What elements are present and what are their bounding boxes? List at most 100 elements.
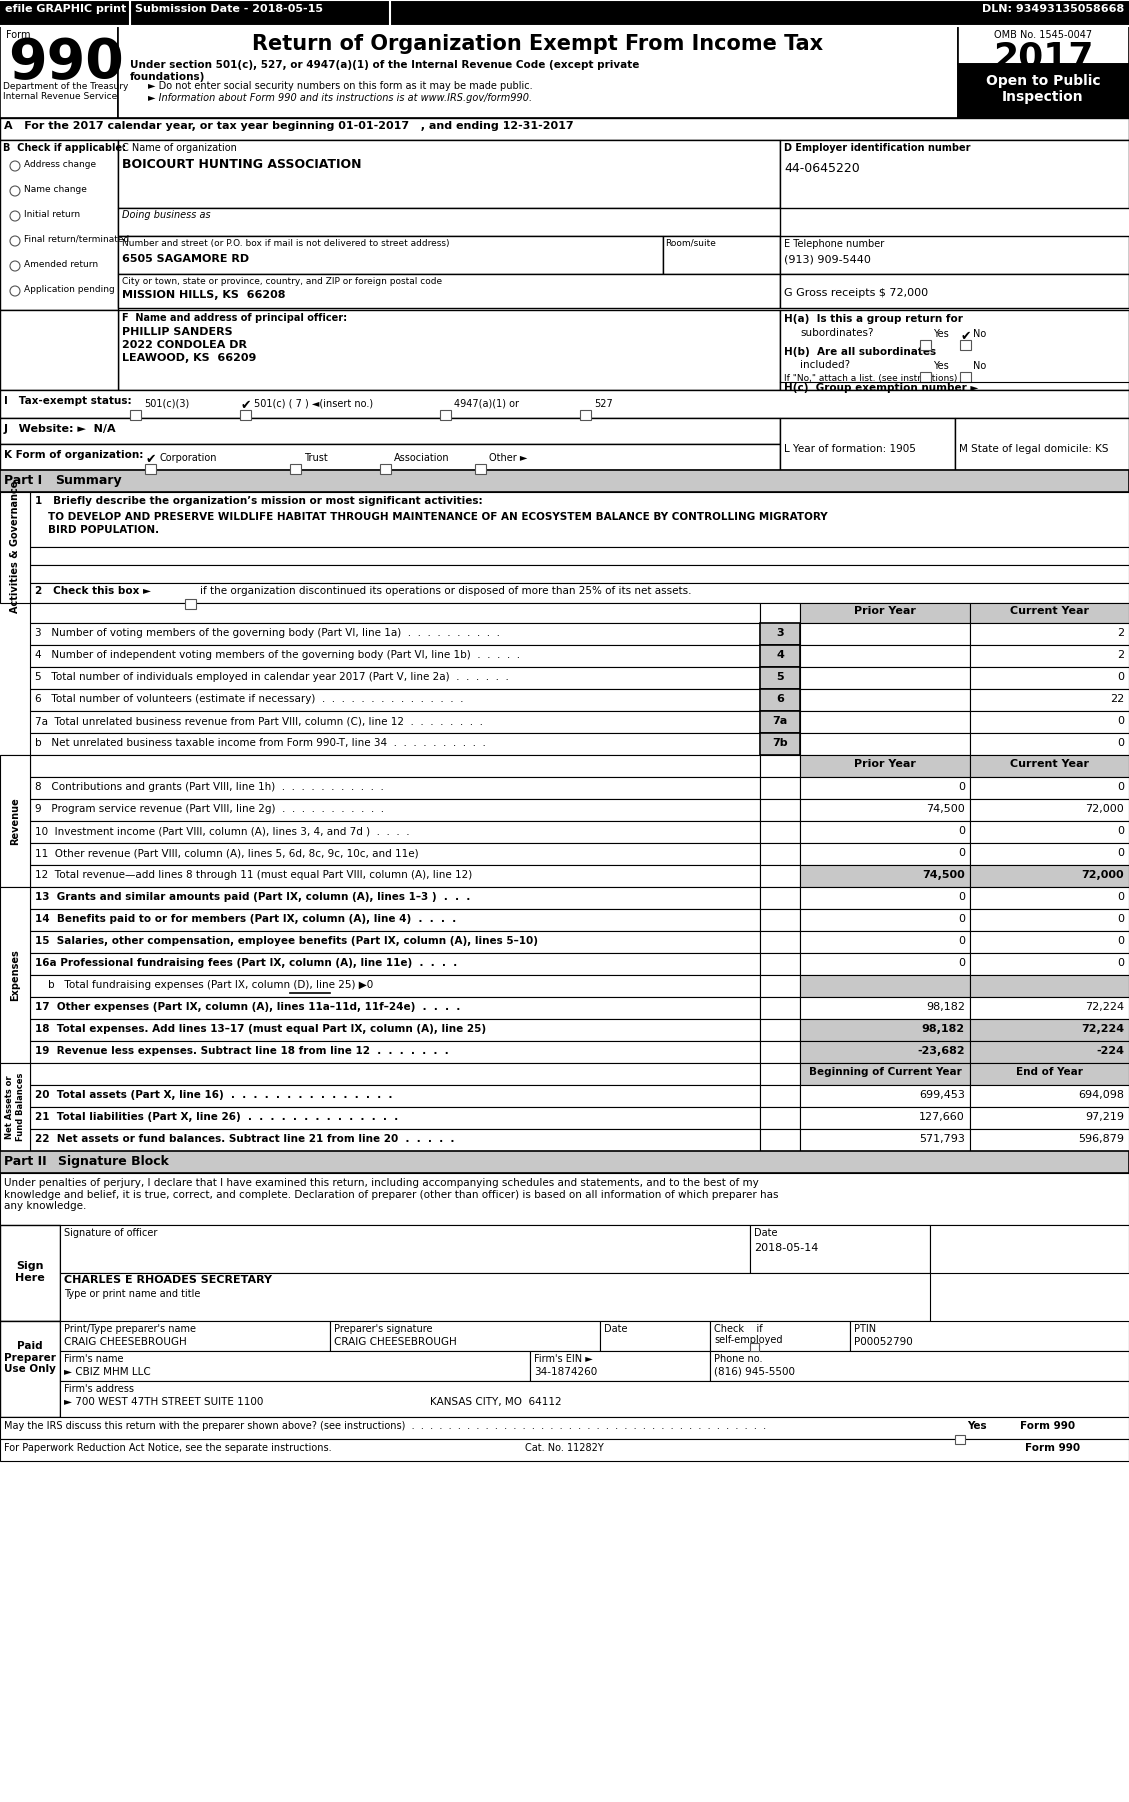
Bar bbox=[185, 598, 196, 609]
Bar bbox=[970, 777, 1129, 798]
Bar bbox=[760, 1042, 800, 1063]
Text: 17  Other expenses (Part IX, column (A), lines 11a–11d, 11f–24e)  .  .  .  .: 17 Other expenses (Part IX, column (A), … bbox=[35, 1002, 461, 1013]
Text: Trust: Trust bbox=[304, 452, 327, 463]
Text: ✔: ✔ bbox=[146, 452, 157, 467]
Bar bbox=[800, 1085, 970, 1106]
Bar bbox=[970, 623, 1129, 645]
Text: D Employer identification number: D Employer identification number bbox=[784, 142, 971, 153]
Bar bbox=[800, 975, 970, 997]
Bar bbox=[760, 667, 800, 688]
Text: Form 990: Form 990 bbox=[1025, 1443, 1080, 1452]
Bar bbox=[30, 997, 760, 1018]
Bar bbox=[800, 822, 970, 843]
Text: ► Do not enter social security numbers on this form as it may be made public.: ► Do not enter social security numbers o… bbox=[148, 81, 533, 90]
Text: Type or print name and title: Type or print name and title bbox=[64, 1288, 200, 1299]
Bar bbox=[30, 566, 1129, 584]
Bar bbox=[530, 1352, 710, 1380]
Bar bbox=[30, 667, 760, 688]
Bar bbox=[850, 1321, 1129, 1352]
Text: BIRD POPULATION.: BIRD POPULATION. bbox=[49, 524, 159, 535]
Text: -224: -224 bbox=[1096, 1045, 1124, 1056]
Bar bbox=[800, 777, 970, 798]
Text: included?: included? bbox=[800, 360, 850, 369]
Bar bbox=[0, 1151, 1129, 1173]
Text: Paid
Preparer
Use Only: Paid Preparer Use Only bbox=[5, 1341, 56, 1375]
Text: F  Name and address of principal officer:: F Name and address of principal officer: bbox=[122, 314, 347, 323]
Bar bbox=[760, 1018, 800, 1042]
Bar bbox=[145, 463, 156, 474]
Text: Prior Year: Prior Year bbox=[854, 759, 916, 769]
Text: 2022 CONDOLEA DR: 2022 CONDOLEA DR bbox=[122, 341, 247, 350]
Text: 596,879: 596,879 bbox=[1078, 1133, 1124, 1144]
Text: 0: 0 bbox=[1117, 715, 1124, 726]
Bar bbox=[970, 1130, 1129, 1151]
Text: Final return/terminated: Final return/terminated bbox=[24, 234, 129, 243]
Text: E Telephone number: E Telephone number bbox=[784, 240, 884, 249]
Bar bbox=[760, 623, 800, 645]
Text: Under section 501(c), 527, or 4947(a)(1) of the Internal Revenue Code (except pr: Under section 501(c), 527, or 4947(a)(1)… bbox=[130, 59, 639, 81]
Circle shape bbox=[10, 160, 20, 171]
Bar bbox=[800, 1042, 970, 1063]
Circle shape bbox=[10, 261, 20, 270]
Text: Firm's name: Firm's name bbox=[64, 1353, 123, 1364]
Text: If "No," attach a list. (see instructions): If "No," attach a list. (see instruction… bbox=[784, 375, 957, 384]
Text: 527: 527 bbox=[594, 398, 613, 409]
Text: Form 990: Form 990 bbox=[1019, 1422, 1075, 1431]
Bar bbox=[60, 1321, 330, 1352]
Text: H(c)  Group exemption number ►: H(c) Group exemption number ► bbox=[784, 384, 979, 393]
Bar bbox=[800, 645, 970, 667]
Text: Department of the Treasury
Internal Revenue Service: Department of the Treasury Internal Reve… bbox=[3, 83, 129, 101]
Text: subordinates?: subordinates? bbox=[800, 328, 874, 339]
Bar bbox=[970, 932, 1129, 953]
Bar bbox=[760, 1085, 800, 1106]
Bar bbox=[920, 341, 931, 350]
Bar bbox=[970, 755, 1129, 777]
Text: 19  Revenue less expenses. Subtract line 18 from line 12  .  .  .  .  .  .  .: 19 Revenue less expenses. Subtract line … bbox=[35, 1045, 448, 1056]
Bar bbox=[970, 712, 1129, 733]
Text: Name change: Name change bbox=[24, 186, 87, 195]
Text: Current Year: Current Year bbox=[1009, 605, 1088, 616]
Bar bbox=[800, 1063, 970, 1085]
Text: B  Check if applicable:: B Check if applicable: bbox=[3, 142, 126, 153]
Text: TO DEVELOP AND PRESERVE WILDLIFE HABITAT THROUGH MAINTENANCE OF AN ECOSYSTEM BAL: TO DEVELOP AND PRESERVE WILDLIFE HABITAT… bbox=[49, 512, 828, 523]
Bar bbox=[800, 623, 970, 645]
Text: J   Website: ►  N/A: J Website: ► N/A bbox=[5, 423, 116, 434]
Bar bbox=[760, 777, 800, 798]
Bar bbox=[0, 492, 30, 604]
Text: Date: Date bbox=[604, 1324, 628, 1333]
Text: 98,182: 98,182 bbox=[926, 1002, 965, 1013]
Text: 5: 5 bbox=[777, 672, 784, 681]
Bar bbox=[0, 470, 1129, 492]
Text: 0: 0 bbox=[1117, 782, 1124, 793]
Bar bbox=[0, 25, 119, 117]
Bar bbox=[970, 908, 1129, 932]
Text: 3   Number of voting members of the governing body (Part VI, line 1a)  .  .  .  : 3 Number of voting members of the govern… bbox=[35, 629, 500, 638]
Bar bbox=[290, 463, 301, 474]
Text: No: No bbox=[973, 360, 987, 371]
Bar bbox=[0, 1440, 1129, 1461]
Text: Firm's EIN ►: Firm's EIN ► bbox=[534, 1353, 593, 1364]
Text: 18  Total expenses. Add lines 13–17 (must equal Part IX, column (A), line 25): 18 Total expenses. Add lines 13–17 (must… bbox=[35, 1024, 487, 1034]
Bar bbox=[30, 733, 760, 755]
Text: Current Year: Current Year bbox=[1009, 759, 1088, 769]
Text: ► CBIZ MHM LLC: ► CBIZ MHM LLC bbox=[64, 1368, 151, 1377]
Bar bbox=[119, 274, 780, 308]
Text: 0: 0 bbox=[1117, 672, 1124, 681]
Bar bbox=[30, 548, 1129, 566]
Bar bbox=[30, 584, 1129, 604]
Bar bbox=[800, 712, 970, 733]
Text: Firm's address: Firm's address bbox=[64, 1384, 134, 1395]
Bar bbox=[800, 604, 970, 623]
Bar bbox=[0, 117, 1129, 141]
Bar bbox=[970, 822, 1129, 843]
Bar bbox=[760, 953, 800, 975]
Bar bbox=[60, 1352, 530, 1380]
Text: 10  Investment income (Part VIII, column (A), lines 3, 4, and 7d )  .  .  .  .: 10 Investment income (Part VIII, column … bbox=[35, 825, 410, 836]
Text: Other ►: Other ► bbox=[489, 452, 527, 463]
Bar bbox=[119, 236, 663, 274]
Text: CRAIG CHEESEBROUGH: CRAIG CHEESEBROUGH bbox=[64, 1337, 186, 1348]
Bar bbox=[800, 953, 970, 975]
Bar bbox=[970, 953, 1129, 975]
Bar bbox=[959, 65, 1129, 117]
Text: Date: Date bbox=[754, 1227, 778, 1238]
